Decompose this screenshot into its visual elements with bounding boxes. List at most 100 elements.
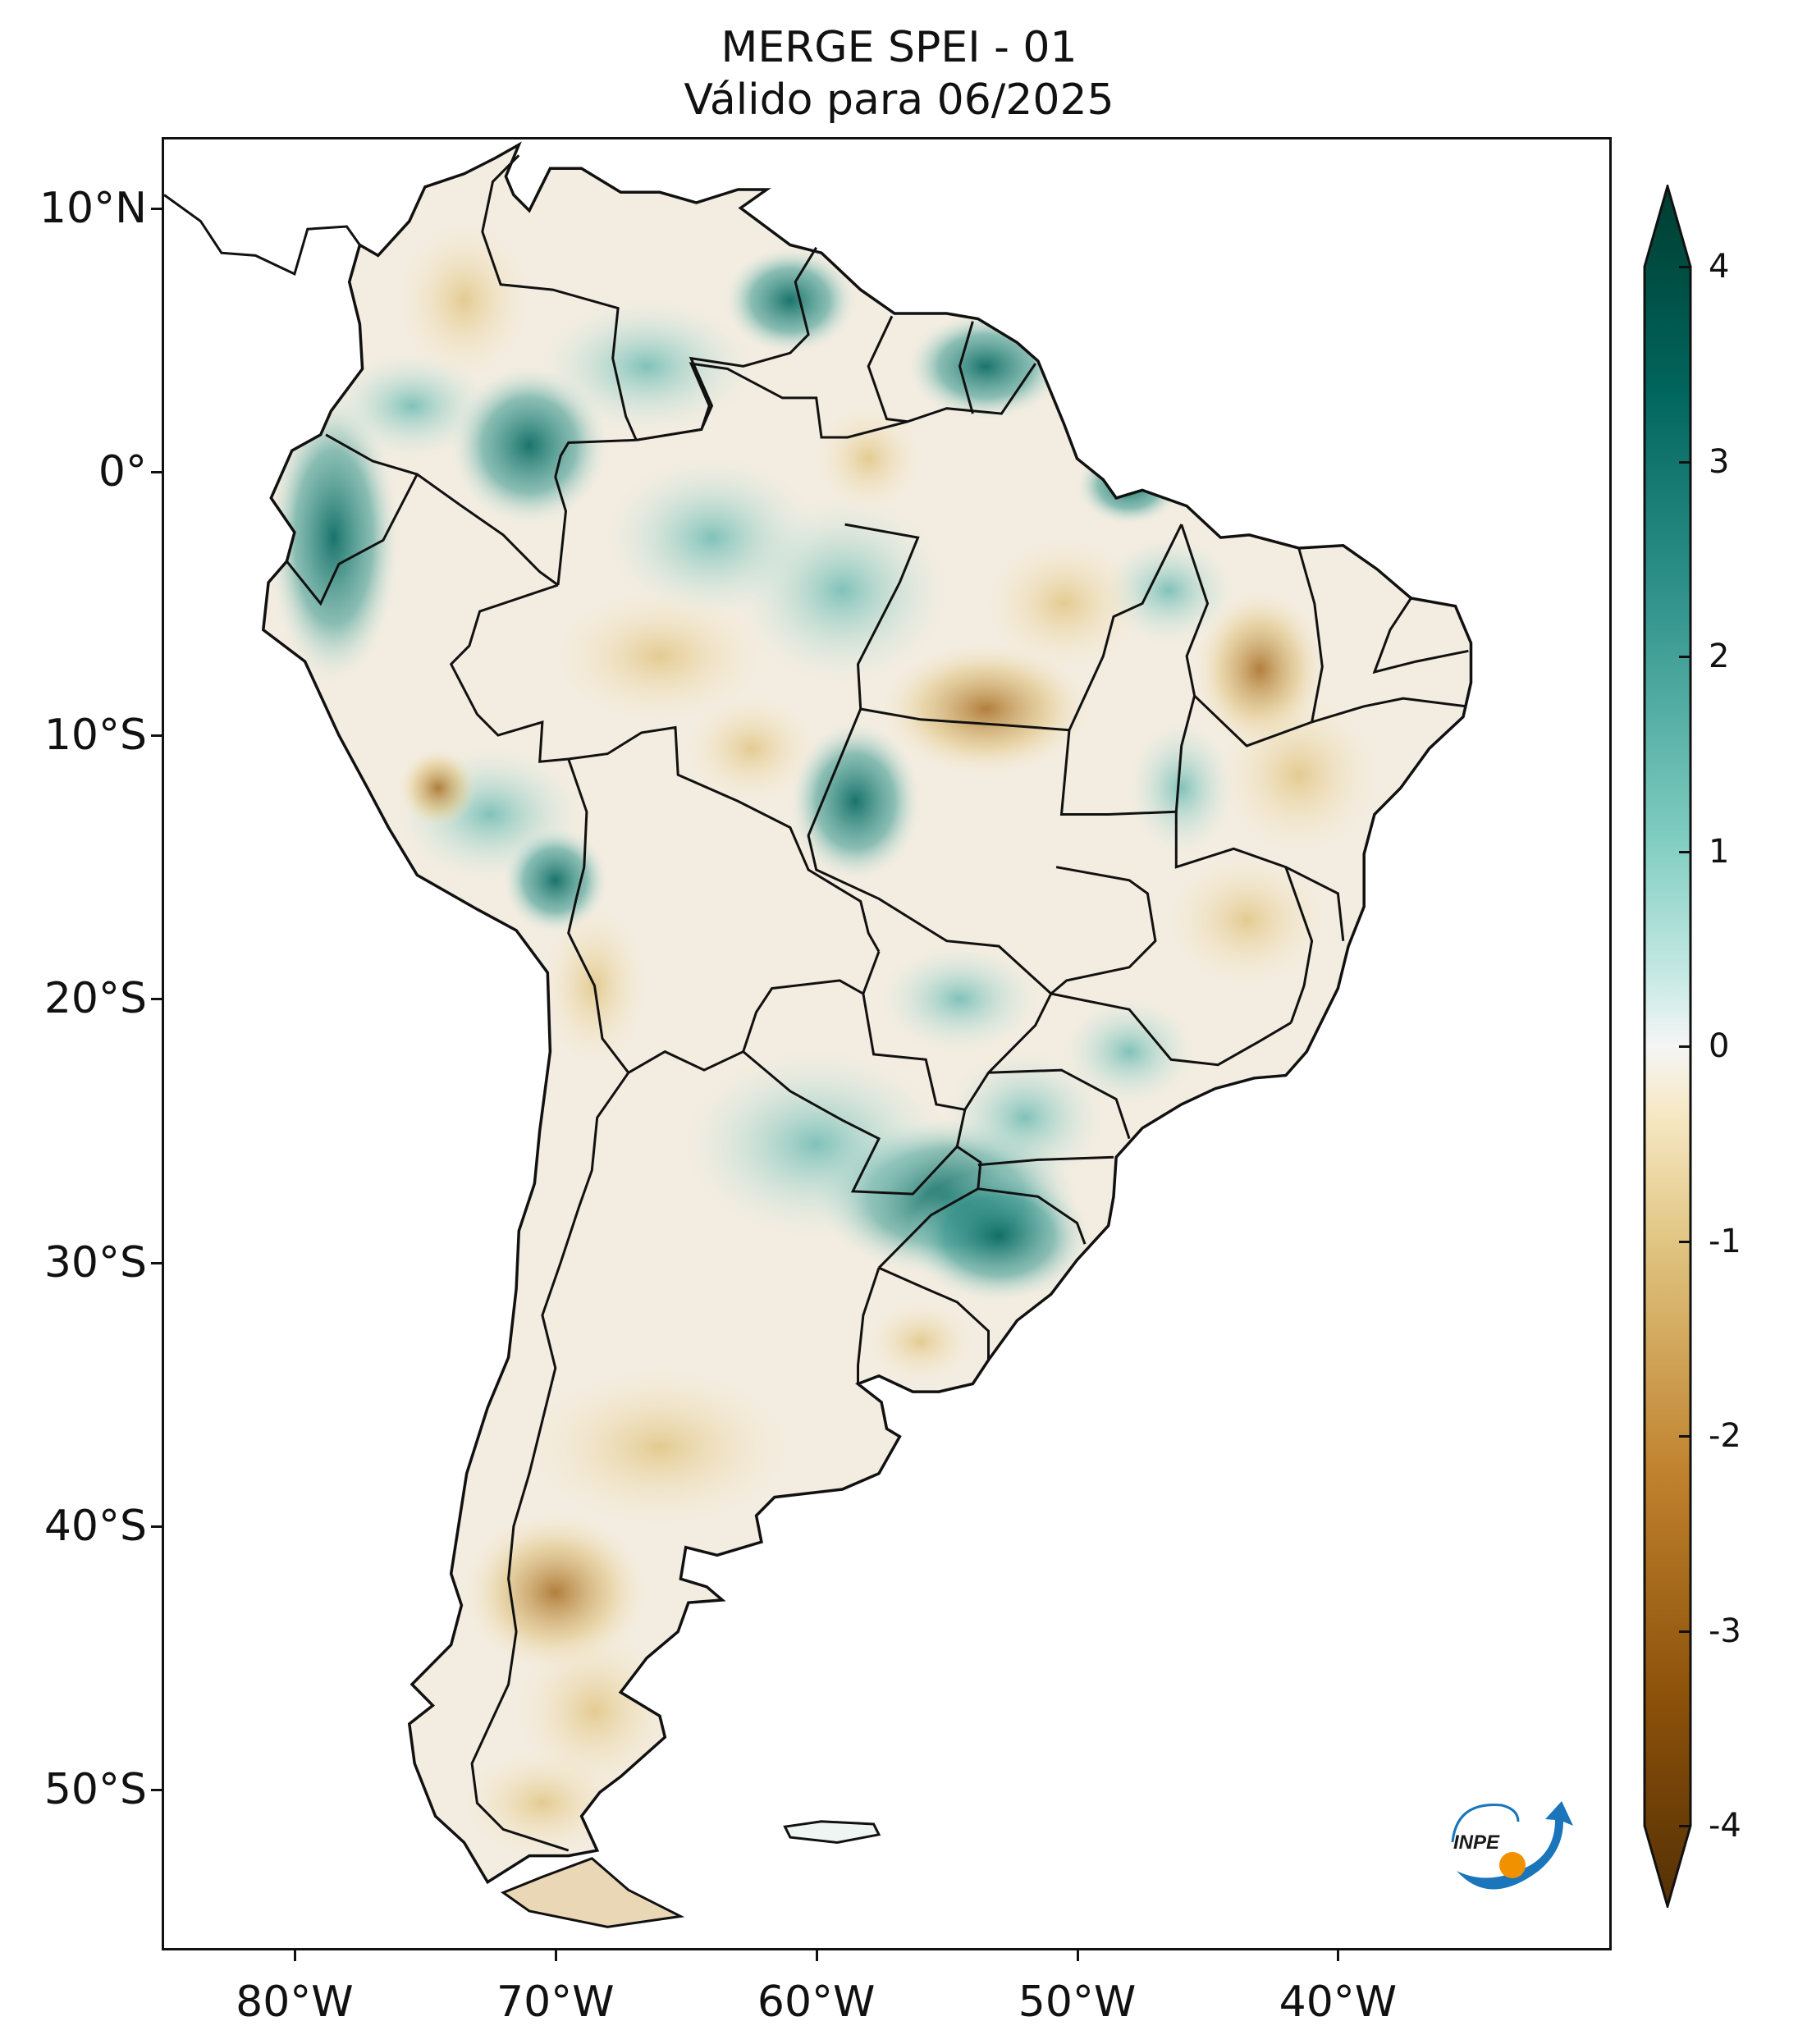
latitude-label: 20°S bbox=[43, 974, 147, 1024]
colorbar-body bbox=[1643, 185, 1692, 1908]
colorbar-tick bbox=[1679, 1435, 1690, 1438]
longitude-label: 60°W bbox=[757, 1978, 876, 2027]
longitude-label: 70°W bbox=[496, 1978, 615, 2027]
latitude-label: 50°S bbox=[43, 1765, 147, 1815]
colorbar-label: 1 bbox=[1709, 832, 1730, 871]
latitude-label: 0° bbox=[98, 446, 147, 496]
border-ba-mg bbox=[1174, 812, 1345, 941]
colorbar-label: -3 bbox=[1709, 1612, 1741, 1650]
colorbar-tick bbox=[1679, 656, 1690, 658]
border-pe-al bbox=[1311, 697, 1466, 724]
border-peru-brazil bbox=[449, 583, 569, 763]
colorbar-label: -4 bbox=[1709, 1807, 1741, 1845]
latitude-label: 40°S bbox=[43, 1501, 147, 1551]
border-tocantins-ba bbox=[1059, 695, 1196, 816]
colorbar-tick bbox=[1679, 1045, 1690, 1048]
map-frame[interactable] bbox=[162, 137, 1612, 1950]
logo-text: INPE bbox=[1453, 1831, 1500, 1854]
wet-anomaly-16 bbox=[946, 1051, 1104, 1184]
wet-anomaly-17 bbox=[1129, 722, 1234, 854]
colorbar-label: 3 bbox=[1709, 442, 1730, 481]
dry-anomaly-34 bbox=[685, 695, 817, 802]
colorbar-tick bbox=[1679, 1240, 1690, 1243]
colorbar-tick bbox=[1679, 460, 1690, 464]
latitude-label: 10°N bbox=[39, 183, 147, 233]
longitude-tick bbox=[1076, 1950, 1079, 1961]
border-mg-sp-rj bbox=[1050, 992, 1292, 1067]
colorbar-tick bbox=[1679, 850, 1690, 853]
logo-swoosh-icon bbox=[1457, 1801, 1573, 1890]
border-go-mg bbox=[1050, 866, 1157, 995]
longitude-label: 80°W bbox=[236, 1978, 354, 2027]
longitude-tick bbox=[1337, 1950, 1340, 1961]
border-colombia-venezuela bbox=[481, 154, 638, 441]
wet-anomaly-4 bbox=[725, 247, 856, 354]
latitude-tick bbox=[151, 1261, 162, 1264]
border-para-tocantins-ma bbox=[1068, 524, 1183, 731]
longitude-label: 40°W bbox=[1279, 1978, 1398, 2027]
colorbar-label: -1 bbox=[1709, 1222, 1741, 1260]
latitude-tick bbox=[151, 470, 162, 473]
dry-anomaly-26 bbox=[399, 748, 478, 828]
dry-anomaly-35 bbox=[868, 1301, 973, 1382]
wet-anomaly-19 bbox=[1064, 999, 1195, 1104]
border-amazonas-para bbox=[844, 523, 920, 710]
inpe-logo: INPE bbox=[1451, 1801, 1573, 1890]
dry-anomaly-30 bbox=[529, 1368, 790, 1526]
dry-anomaly-32 bbox=[399, 221, 530, 380]
wet-anomaly-3 bbox=[542, 300, 752, 432]
dry-anomaly-33 bbox=[816, 405, 921, 512]
colorbar-tick bbox=[1679, 1825, 1690, 1827]
colorbar-tick bbox=[1679, 1630, 1690, 1633]
wet-anomaly-7 bbox=[607, 458, 817, 617]
colorbar-label: 4 bbox=[1709, 248, 1730, 286]
border-central-america bbox=[164, 194, 361, 277]
border-pi-ce bbox=[1297, 547, 1324, 723]
wet-anomaly-0 bbox=[268, 392, 400, 683]
border-uruguay bbox=[878, 1266, 990, 1360]
dry-anomaly-20 bbox=[881, 642, 1091, 775]
border-guyana-suriname bbox=[867, 315, 908, 423]
latitude-tick bbox=[151, 1789, 162, 1792]
border-peru-bolivia bbox=[567, 758, 588, 955]
border-bolivia-argentina-paraguay bbox=[628, 951, 881, 1074]
longitude-tick bbox=[815, 1950, 818, 1961]
dry-anomaly-23 bbox=[1220, 695, 1378, 854]
border-pr-sc bbox=[977, 1155, 1114, 1167]
border-mt-para bbox=[860, 707, 1070, 732]
latitude-tick bbox=[151, 1525, 162, 1528]
longitude-tick bbox=[554, 1950, 557, 1961]
wet-anomaly-15 bbox=[685, 1051, 947, 1237]
colorbar bbox=[1643, 185, 1692, 1908]
map-title: MERGE SPEI - 01 bbox=[721, 23, 1077, 72]
wet-anomaly-14 bbox=[907, 1170, 1091, 1302]
dry-anomaly-31 bbox=[464, 1750, 621, 1856]
dry-anomaly-28 bbox=[464, 1512, 647, 1671]
south-america-map bbox=[164, 141, 1473, 1928]
dry-anomaly-24 bbox=[1168, 853, 1325, 986]
border-colombia-brazil bbox=[554, 438, 637, 586]
dry-anomaly-29 bbox=[516, 1631, 673, 1790]
coastline bbox=[261, 141, 1473, 1885]
longitude-label: 50°W bbox=[1018, 1978, 1137, 2027]
latitude-tick bbox=[151, 207, 162, 210]
border-ecuador-peru bbox=[286, 473, 419, 606]
wet-anomaly-18 bbox=[881, 946, 1038, 1052]
wet-anomaly-8 bbox=[1077, 445, 1182, 525]
colorbar-label: 2 bbox=[1709, 638, 1730, 675]
border-ce-rn-pb bbox=[1372, 597, 1469, 674]
country-borders bbox=[164, 154, 1469, 1852]
border-ma-pi bbox=[1180, 524, 1313, 748]
latitude-tick bbox=[151, 998, 162, 1001]
tierra-del-fuego bbox=[501, 1857, 685, 1928]
border-bolivia-chile bbox=[578, 953, 629, 1074]
logo-orange-dot bbox=[1499, 1852, 1526, 1878]
latitude-label: 10°S bbox=[43, 711, 147, 761]
longitude-tick bbox=[293, 1950, 296, 1961]
latitude-tick bbox=[151, 734, 162, 738]
border-sc-rs bbox=[977, 1187, 1087, 1245]
border-colombia-ecuador-peru bbox=[325, 433, 559, 587]
wet-anomaly-12 bbox=[789, 722, 921, 880]
border-paraguay-argentina bbox=[742, 1050, 958, 1196]
colorbar-label: 0 bbox=[1709, 1027, 1730, 1065]
